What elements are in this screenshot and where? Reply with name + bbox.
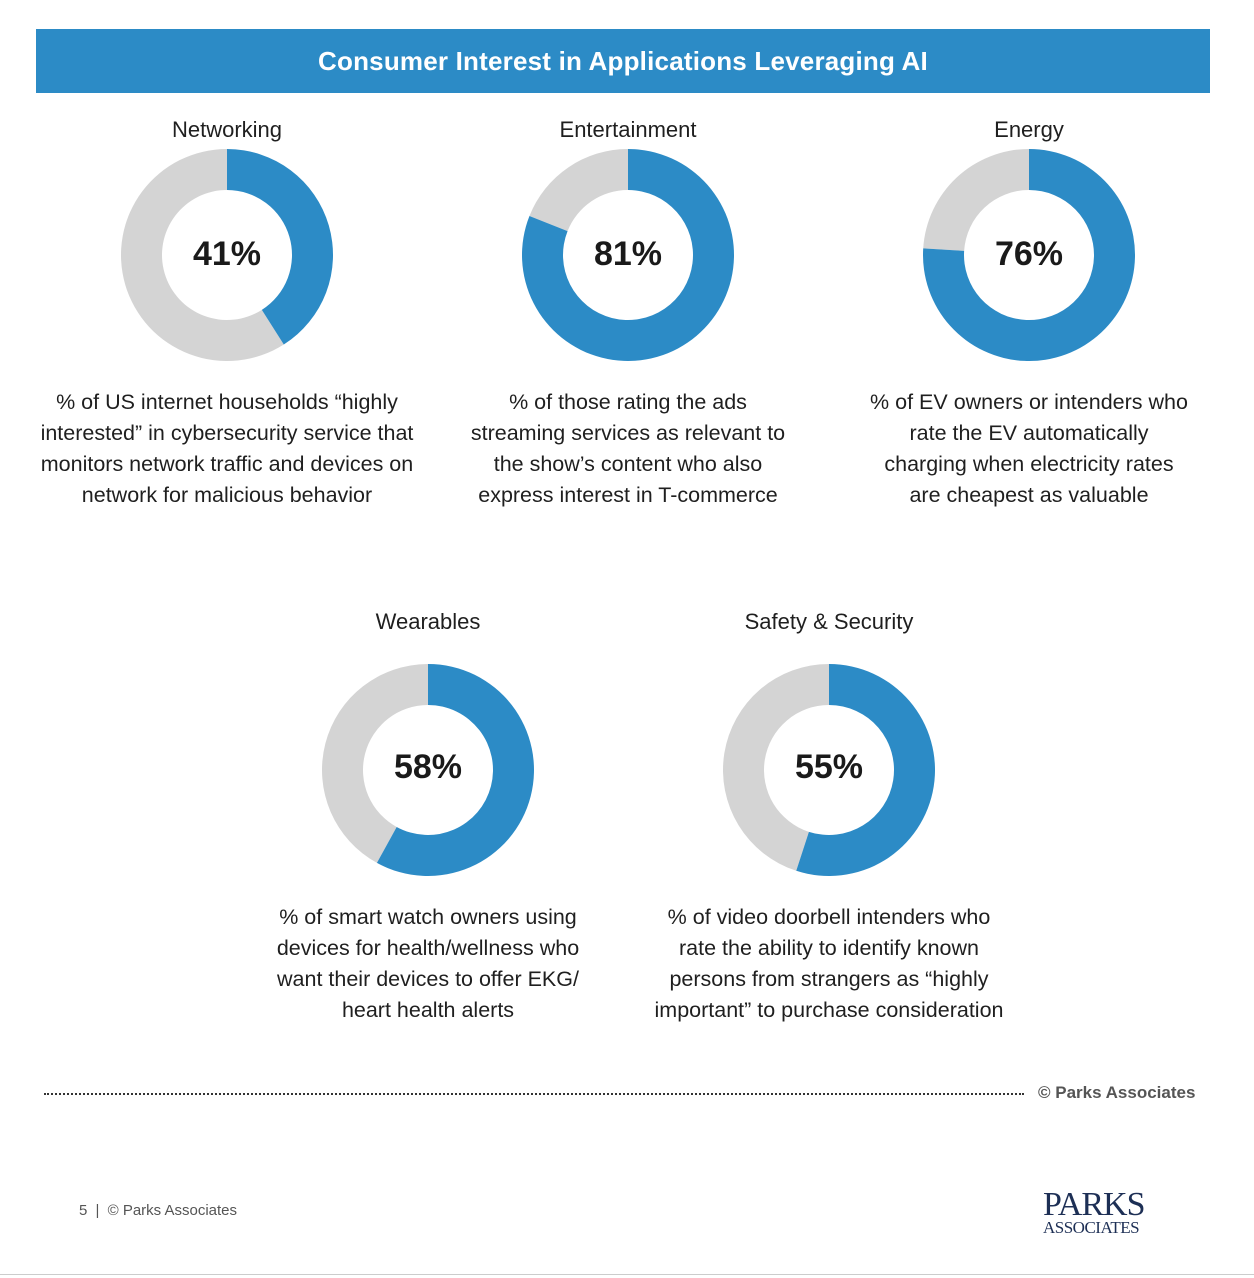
- description-text: % of video doorbell intenders who rate t…: [654, 905, 1004, 1022]
- donut-chart: [322, 664, 534, 876]
- chart-title: Consumer Interest in Applications Levera…: [36, 29, 1210, 93]
- percentage-label: 41%: [192, 235, 262, 273]
- donut-remainder-segment: [723, 664, 829, 871]
- category-label: Safety & Security: [744, 609, 914, 634]
- percentage-label: 76%: [994, 235, 1064, 273]
- description-text: % of EV owners or intenders who rate the…: [870, 390, 1188, 507]
- percentage-label: 81%: [593, 235, 663, 273]
- logo-line-2: ASSOCIATES: [1043, 1218, 1140, 1237]
- donut-chart: [522, 149, 734, 361]
- footer-separator: |: [95, 1202, 100, 1219]
- donut-remainder-segment: [121, 149, 284, 361]
- footer-copyright: © Parks Associates: [107, 1202, 238, 1219]
- category-label: Wearables: [375, 609, 481, 634]
- parks-associates-logo: PARKS ASSOCIATES: [1043, 1188, 1159, 1240]
- page-bottom-rule: [0, 1274, 1254, 1275]
- logo-line-1: PARKS: [1043, 1186, 1145, 1223]
- page-footer: 5 | © Parks Associates: [79, 1202, 237, 1219]
- category-label: Entertainment: [559, 117, 697, 142]
- donut-remainder-segment: [529, 149, 628, 232]
- percentage-label: 58%: [393, 748, 463, 786]
- source-note: © Parks Associates: [1038, 1083, 1196, 1102]
- donut-chart: [121, 149, 333, 361]
- description-text: % of those rating the ads streaming serv…: [470, 390, 786, 507]
- dotted-divider: [44, 1093, 1024, 1095]
- donut-remainder-segment: [322, 664, 428, 863]
- donut-value-segment: [796, 664, 935, 876]
- donut-value-segment: [923, 149, 1135, 361]
- category-label: Networking: [171, 117, 283, 142]
- category-label: Energy: [994, 117, 1064, 142]
- donut-chart: [723, 664, 935, 876]
- donut-value-segment: [522, 149, 734, 361]
- page-number: 5: [79, 1202, 88, 1219]
- donut-value-segment: [227, 149, 333, 345]
- donut-chart: [923, 149, 1135, 361]
- donut-value-segment: [376, 664, 534, 876]
- description-text: % of US internet households “highly inte…: [40, 390, 414, 507]
- percentage-label: 55%: [794, 748, 864, 786]
- description-text: % of smart watch owners using devices fo…: [276, 905, 580, 1022]
- donut-remainder-segment: [923, 149, 1029, 251]
